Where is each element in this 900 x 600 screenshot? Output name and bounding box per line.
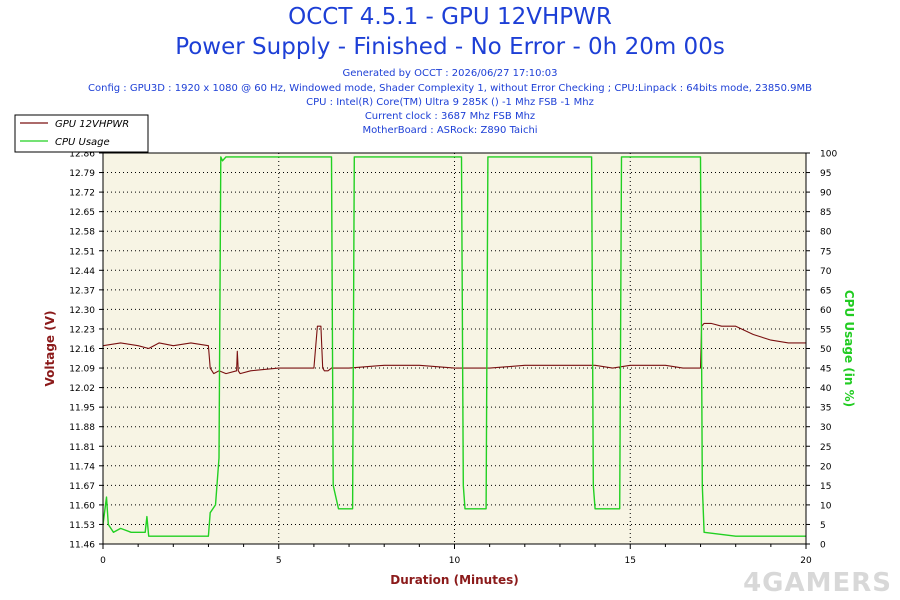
y-tick-label: 12.65 [69, 208, 95, 218]
cpu-usage-line [102, 156, 806, 537]
y2-tick-label: 90 [820, 189, 832, 199]
y-tick-label: 12.16 [69, 345, 95, 355]
y2-tick-label: 55 [820, 325, 831, 335]
y2-tick-label: 5 [820, 521, 826, 531]
y2-tick-label: 85 [820, 208, 831, 218]
y-tick-label: 12.72 [69, 189, 95, 199]
y-tick-label: 12.37 [69, 286, 95, 296]
y-tick-label: 11.60 [69, 501, 95, 511]
y-tick-label: 12.58 [69, 228, 95, 238]
y2-tick-label: 70 [820, 267, 832, 277]
y2-tick-label: 50 [820, 345, 832, 355]
y2-tick-label: 25 [820, 443, 831, 453]
y2-tick-label: 10 [820, 501, 832, 511]
x-tick-label: 15 [625, 556, 636, 566]
y-tick-label: 12.09 [69, 365, 95, 375]
y-tick-label: 12.23 [69, 325, 95, 335]
y-tick-label: 11.74 [69, 462, 95, 472]
x-tick-label: 20 [800, 556, 812, 566]
y2-tick-label: 35 [820, 404, 831, 414]
y-tick-label: 12.86 [69, 150, 95, 160]
y-tick-label: 11.95 [69, 404, 95, 414]
info-generated: Generated by OCCT : 2026/06/27 17:10:03 [342, 68, 558, 79]
info-config: Config : GPU3D : 1920 x 1080 @ 60 Hz, Wi… [88, 83, 812, 94]
y-tick-label: 11.88 [69, 423, 95, 433]
y2-tick-label: 75 [820, 247, 831, 257]
y-tick-label: 12.02 [69, 384, 95, 394]
x-tick-label: 5 [276, 556, 282, 566]
y-tick-label: 12.30 [69, 306, 95, 316]
chart-title: OCCT 4.5.1 - GPU 12VHPWR [288, 4, 612, 30]
info-clock: Current clock : 3687 Mhz FSB Mhz [364, 111, 536, 122]
chart-subtitle: Power Supply - Finished - No Error - 0h … [175, 34, 725, 60]
legend-box [14, 114, 149, 153]
y-tick-label: 11.53 [69, 521, 95, 531]
y-tick-label: 12.79 [69, 169, 95, 179]
y-tick-label: 11.81 [69, 443, 95, 453]
y2-tick-label: 60 [820, 306, 832, 316]
y2-tick-label: 20 [820, 462, 832, 472]
plot-border [102, 152, 807, 545]
y-tick-label: 11.46 [69, 541, 95, 551]
x-tick-label: 10 [449, 556, 461, 566]
y-tick-label: 11.67 [69, 482, 95, 492]
y2-tick-label: 65 [820, 286, 831, 296]
y-tick-label: 12.44 [69, 267, 95, 277]
y2-tick-label: 45 [820, 365, 831, 375]
y2-tick-label: 80 [820, 228, 832, 238]
y2-tick-label: 40 [820, 384, 832, 394]
y2-tick-label: 95 [820, 169, 831, 179]
y2-tick-label: 0 [820, 541, 826, 551]
y2-axis-title: CPU Usage (in %) [842, 290, 856, 407]
watermark-logo: 4GAMERS [743, 568, 892, 598]
y-axis-title: Voltage (V) [43, 311, 57, 387]
y2-tick-label: 15 [820, 482, 831, 492]
y-tick-label: 12.51 [69, 247, 95, 257]
x-tick-label: 0 [100, 556, 106, 566]
legend-label: GPU 12VHPWR [55, 119, 129, 130]
info-cpu: CPU : Intel(R) Core(TM) Ultra 9 285K () … [306, 97, 594, 108]
info-motherboard: MotherBoard : ASRock: Z890 Taichi [362, 125, 538, 136]
legend-label: CPU Usage [55, 137, 110, 148]
x-axis-title: Duration (Minutes) [390, 573, 518, 587]
y2-tick-label: 30 [820, 423, 832, 433]
y2-tick-label: 100 [820, 150, 837, 160]
